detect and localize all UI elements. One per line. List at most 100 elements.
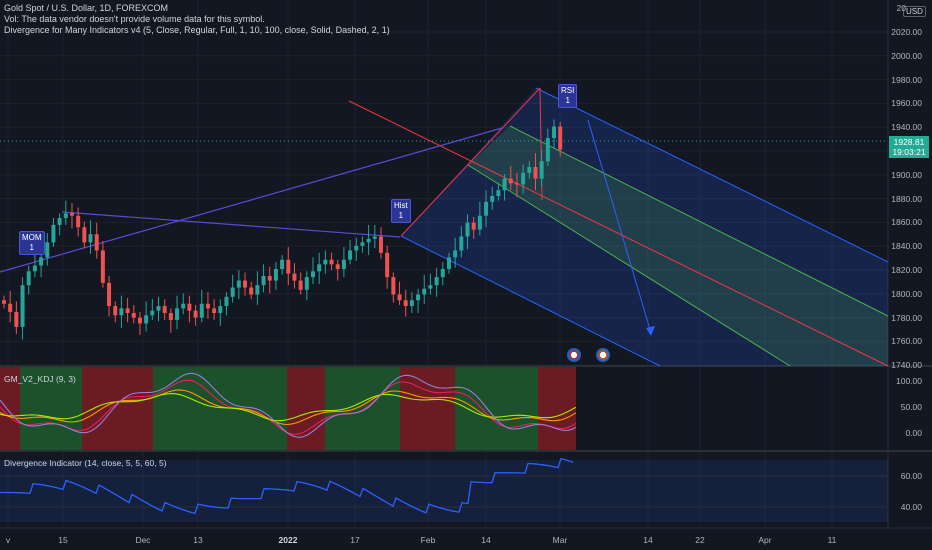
kdj-extra-line (0, 372, 577, 438)
time-axis-label: 14 (481, 535, 491, 545)
candle (292, 273, 297, 281)
price-axis-label: 2000.00 (891, 50, 922, 61)
time-axis-label: 11 (827, 535, 837, 545)
divergence-indicator-label[interactable]: Divergence for Many Indicators v4 (5, Cl… (4, 25, 390, 35)
volume-indicator-label[interactable]: Vol: The data vendor doesn't provide vol… (4, 14, 265, 24)
kdj-axis-100: 100.00 (896, 376, 922, 386)
candle (69, 213, 74, 216)
pitchfork-lower-line (400, 235, 661, 367)
bar-countdown: 19:03:21 (892, 147, 926, 157)
candle (465, 222, 470, 237)
kdj-zone (455, 367, 538, 450)
badge-count: 1 (565, 96, 570, 105)
candle (527, 167, 532, 173)
candle (354, 245, 359, 251)
price-axis-label: 2020.00 (891, 27, 922, 37)
candle (119, 308, 124, 316)
candle (150, 310, 155, 316)
price-axis-label: 1860.00 (891, 217, 922, 228)
candle (107, 282, 112, 307)
currency-button[interactable]: USD (903, 6, 926, 17)
candle (199, 303, 204, 318)
kdj-zone (20, 367, 82, 450)
candle (45, 242, 50, 258)
candle (391, 277, 396, 295)
time-axis-label: 2022 (278, 535, 298, 545)
candle (403, 300, 408, 307)
candle (422, 288, 427, 295)
candle (255, 285, 260, 295)
candle (286, 259, 291, 274)
mom-divergence-badge[interactable]: MOM 1 (19, 231, 45, 255)
candle (477, 215, 482, 230)
candle (514, 183, 519, 185)
candle (453, 250, 458, 258)
time-axis-label: 17 (350, 535, 360, 545)
candle (261, 275, 266, 286)
rsi-divergence-badge[interactable]: RSI 1 (558, 84, 578, 108)
price-axis-label: 1940.00 (891, 122, 922, 133)
kdj-zone (400, 367, 455, 450)
time-axis-label: Mar (552, 535, 568, 545)
candle (168, 313, 173, 320)
badge-title: Hist (394, 201, 408, 210)
candle (224, 296, 229, 307)
time-axis-label: 13 (193, 535, 203, 545)
time-axis-label: 22 (695, 535, 705, 545)
candle (280, 259, 285, 269)
candle (459, 236, 464, 251)
candle (385, 252, 390, 278)
divergence-band (0, 460, 888, 522)
candle (218, 306, 223, 314)
candle (323, 259, 328, 265)
economic-event-icon[interactable] (596, 348, 610, 362)
divergence-line (0, 127, 503, 273)
pitchfork-outer-zone (401, 88, 888, 366)
divergence-pane-label[interactable]: Divergence Indicator (14, close, 5, 5, 6… (4, 458, 167, 468)
kdj-zone (325, 367, 400, 450)
price-axis-label: 1900.00 (891, 169, 922, 180)
candle (360, 242, 365, 246)
div-axis-60: 60.00 (900, 471, 922, 481)
candle (484, 201, 489, 216)
divergence-line-series (0, 457, 574, 515)
projection-arrow (587, 119, 652, 334)
candle (552, 126, 557, 139)
candle (193, 310, 198, 318)
candle (471, 222, 476, 230)
time-axis-label: 14 (643, 535, 653, 545)
candle (63, 213, 68, 219)
arrow-head-icon (646, 326, 655, 336)
pitchfork-handle (400, 87, 541, 237)
symbol-title[interactable]: Gold Spot / U.S. Dollar, 1D, FOREXCOM (4, 3, 169, 13)
candle (440, 268, 445, 278)
time-axis-label: Dec (135, 535, 151, 545)
price-axis-label: 1960.00 (891, 98, 922, 109)
us-flag-event-icon[interactable] (567, 348, 581, 362)
candle (32, 265, 37, 272)
candle (434, 277, 439, 286)
price-axis-label: 1820.00 (891, 265, 922, 275)
time-axis-label: v (5, 535, 11, 545)
candle (428, 285, 433, 289)
price-axis-top-label: 20 (896, 3, 906, 13)
time-axis-label: 15 (58, 535, 68, 545)
candle (26, 271, 31, 286)
candle (502, 178, 507, 191)
hist-divergence-badge[interactable]: Hist 1 (391, 199, 411, 223)
badge-count: 1 (29, 243, 34, 252)
candle (76, 215, 81, 228)
candle (348, 250, 353, 260)
kdj-pane-label[interactable]: GM_V2_KDJ (9, 3) (4, 374, 76, 384)
candle (558, 126, 563, 150)
candle (545, 138, 550, 162)
candle (113, 306, 118, 316)
candle (39, 257, 44, 266)
candle (311, 271, 315, 278)
pitchfork-inner-zone (468, 126, 888, 366)
candle (20, 285, 25, 327)
candle (446, 257, 451, 269)
candle (94, 234, 99, 251)
candle (298, 280, 303, 290)
